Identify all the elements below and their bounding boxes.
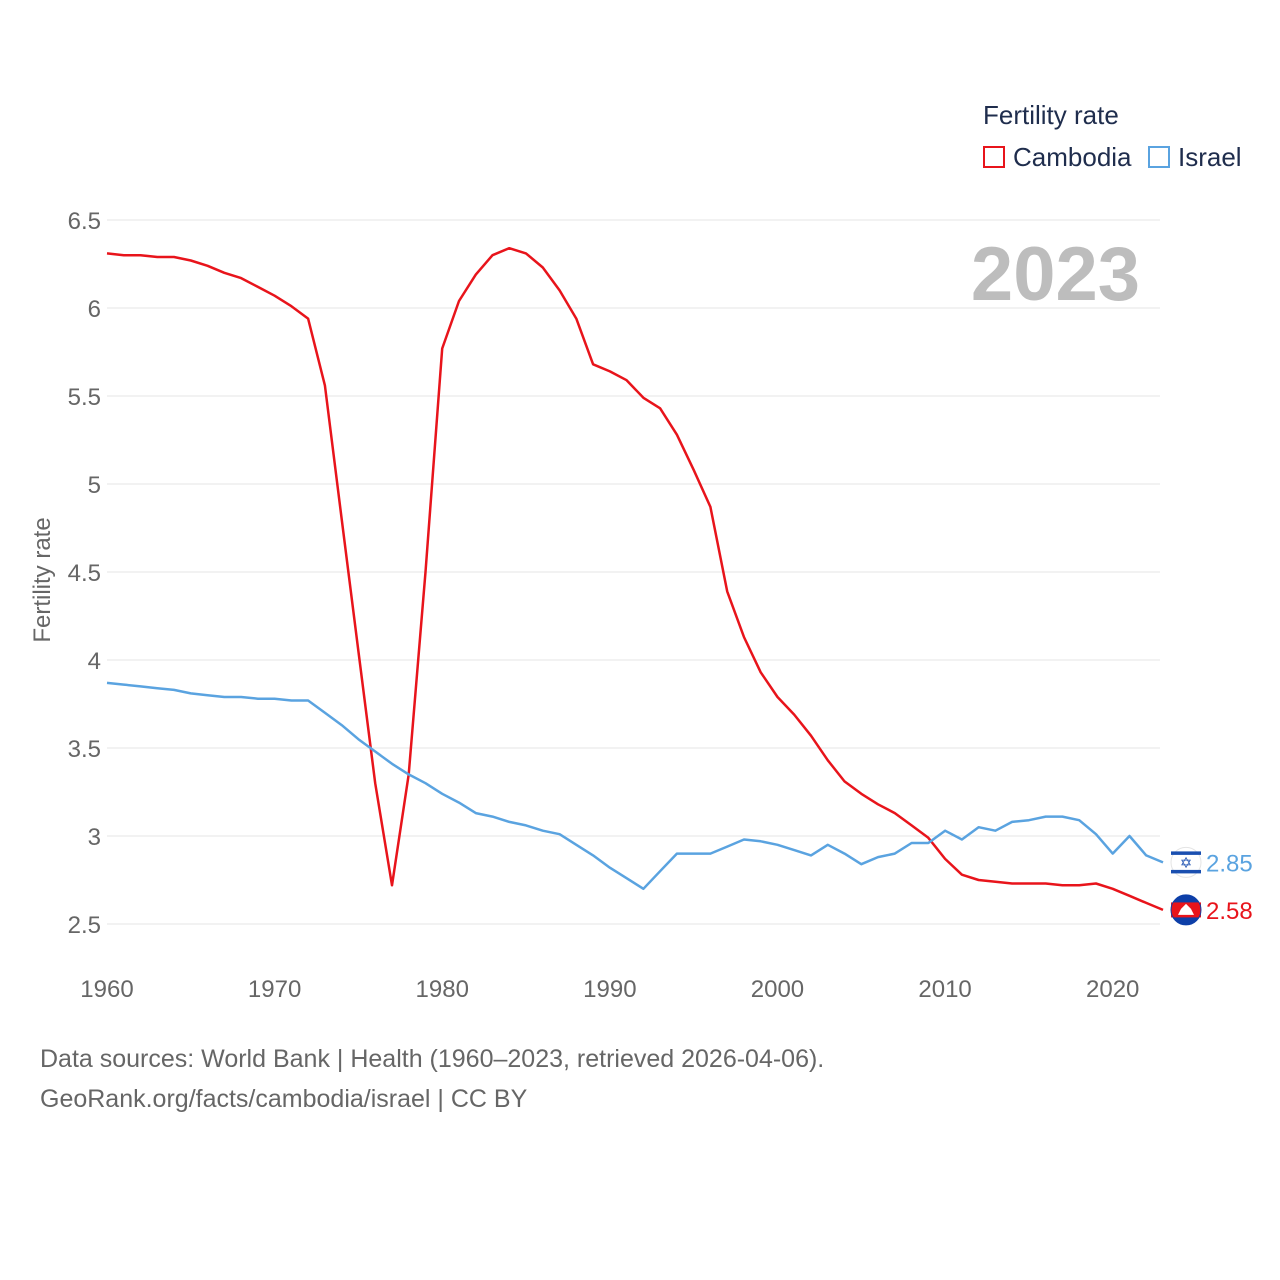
x-axis-ticks: 1960 1970 1980 1990 2000 2010 2020 <box>80 976 1139 1003</box>
series-line-israel <box>106 681 1164 891</box>
x-tick-label: 2000 <box>751 976 804 1003</box>
end-label-israel: 2.85 <box>1206 850 1253 877</box>
legend-item-cambodia[interactable]: Cambodia <box>983 142 1132 172</box>
series-endpoints: 2.58 ✡ 2.85 <box>1170 846 1253 926</box>
y-tick-label: 5 <box>88 472 101 499</box>
y-tick-label: 4 <box>88 648 101 675</box>
end-label-cambodia: 2.58 <box>1206 898 1253 925</box>
x-tick-label: 1960 <box>80 976 133 1003</box>
x-tick-label: 1980 <box>416 976 469 1003</box>
svg-text:✡: ✡ <box>1180 854 1193 872</box>
cambodia-flag-icon <box>1170 894 1202 926</box>
y-axis-ticks: 2.5 3 3.5 4 4.5 5 5.5 6 6.5 <box>68 208 101 939</box>
legend-swatch-israel <box>1148 146 1170 168</box>
y-tick-label: 6 <box>88 296 101 323</box>
legend-label-israel: Israel <box>1178 141 1242 172</box>
legend-label-cambodia: Cambodia <box>1013 141 1132 172</box>
legend-item-israel[interactable]: Israel <box>1148 142 1242 172</box>
y-tick-label: 6.5 <box>68 208 101 235</box>
y-tick-label: 3 <box>88 824 101 851</box>
source-link[interactable]: GeoRank.org/facts/cambodia/israel | CC B… <box>40 1085 528 1113</box>
legend-title: Fertility rate <box>983 100 1119 130</box>
series-lines <box>106 246 1164 912</box>
y-tick-label: 3.5 <box>68 736 101 763</box>
year-label: 2023 <box>971 232 1140 317</box>
y-tick-label: 5.5 <box>68 384 101 411</box>
x-tick-label: 2010 <box>918 976 971 1003</box>
legend-swatch-cambodia <box>983 146 1005 168</box>
series-line-cambodia <box>106 246 1164 912</box>
x-tick-label: 2020 <box>1086 976 1139 1003</box>
data-sources-text: Data sources: World Bank | Health (1960–… <box>40 1045 825 1073</box>
grid-lines <box>107 219 1160 925</box>
y-axis-label: Fertility rate <box>29 517 56 642</box>
y-tick-label: 4.5 <box>68 560 101 587</box>
israel-flag-icon: ✡ <box>1170 846 1202 878</box>
x-tick-label: 1970 <box>248 976 301 1003</box>
y-tick-label: 2.5 <box>68 912 101 939</box>
x-tick-label: 1990 <box>583 976 636 1003</box>
